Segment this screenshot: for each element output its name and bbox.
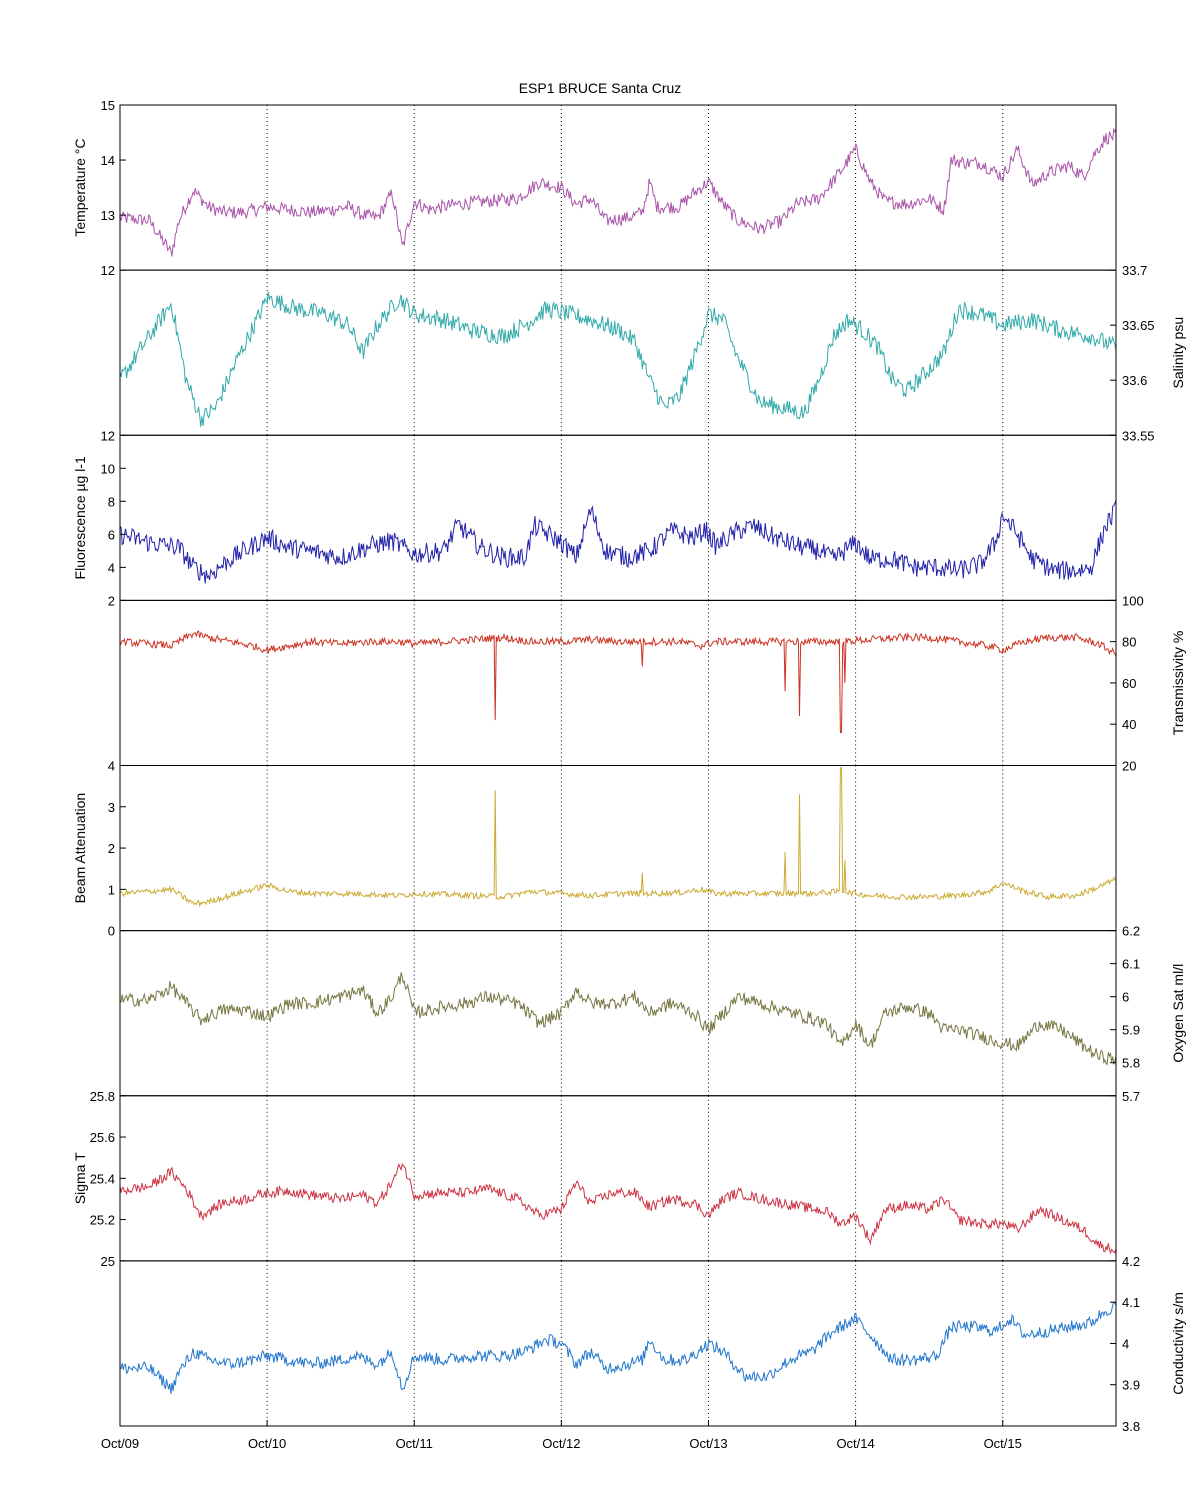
series-line: [119, 500, 1117, 584]
y-tick-label: 100: [1122, 593, 1144, 608]
x-tick-label: Oct/13: [689, 1436, 727, 1451]
y-tick-label: 14: [101, 153, 115, 168]
y-axis-label: Transmissivity %: [1170, 631, 1186, 736]
x-axis: Oct/09 Oct/10 Oct/11 Oct/12 Oct/13 Oct/14 Oct/…: [101, 1420, 1022, 1451]
y-axis-label: Sigma T: [72, 1152, 88, 1204]
y-tick-label: 60: [1122, 676, 1136, 691]
y-tick-label: 1: [108, 882, 115, 897]
y-tick-label: 4: [1122, 1336, 1129, 1351]
y-tick-label: 5.9: [1122, 1023, 1140, 1038]
series-line: [119, 767, 1117, 908]
y-tick-label: 20: [1122, 759, 1136, 774]
x-tick-label: Oct/11: [396, 1436, 433, 1451]
y-tick-label: 13: [101, 208, 115, 223]
series-line: [119, 1301, 1117, 1394]
y-tick-label: 6: [108, 527, 115, 542]
y-tick-label: 5.7: [1122, 1089, 1140, 1104]
series-line: [119, 291, 1117, 427]
y-tick-label: 33.6: [1122, 373, 1147, 388]
x-tick-label: Oct/12: [542, 1436, 580, 1451]
y-tick-label: 25: [101, 1254, 115, 1269]
panel-3: 2 4 6 8 10 12 Fluorescence µg l-1: [72, 428, 1117, 608]
series-line: [119, 127, 1117, 257]
y-tick-label: 3.8: [1122, 1419, 1140, 1434]
x-tick-label: Oct/15: [984, 1436, 1022, 1451]
y-tick-label: 33.65: [1122, 318, 1155, 333]
y-axis-label: Salinity psu: [1170, 317, 1186, 389]
y-tick-label: 33.7: [1122, 263, 1147, 278]
x-tick-label: Oct/09: [101, 1436, 139, 1451]
y-tick-label: 25.2: [90, 1213, 115, 1228]
y-tick-label: 3: [108, 800, 115, 815]
y-tick-label: 4.1: [1122, 1295, 1140, 1310]
y-tick-label: 3.9: [1122, 1378, 1140, 1393]
y-tick-label: 25.8: [90, 1089, 115, 1104]
y-tick-label: 6.2: [1122, 924, 1140, 939]
panel-2: 33.55 33.6 33.65 33.7 Salinity psu: [119, 263, 1186, 443]
y-axis-label: Oxygen Sat ml/l: [1170, 964, 1186, 1063]
y-tick-label: 25.4: [90, 1171, 115, 1186]
y-axis-label: Fluorescence µg l-1: [72, 456, 88, 579]
y-tick-label: 12: [101, 428, 115, 443]
series-line: [119, 630, 1117, 733]
y-tick-label: 4: [108, 560, 115, 575]
x-tick-label: Oct/10: [248, 1436, 286, 1451]
y-tick-label: 2: [108, 841, 115, 856]
y-tick-label: 40: [1122, 717, 1136, 732]
series-line: [119, 1162, 1117, 1255]
y-axis-label: Beam Attenuation: [72, 793, 88, 904]
y-tick-label: 12: [101, 263, 115, 278]
y-axis-label: Temperature °C: [72, 138, 88, 236]
y-tick-label: 8: [108, 494, 115, 509]
panel-4: 20 40 60 80 100 Transmissivity %: [119, 593, 1186, 774]
y-tick-label: 0: [108, 924, 115, 939]
y-tick-label: 2: [108, 593, 115, 608]
chart-title: ESP1 BRUCE Santa Cruz: [519, 80, 682, 96]
x-tick-label: Oct/14: [836, 1436, 874, 1451]
y-tick-label: 33.55: [1122, 428, 1155, 443]
y-tick-label: 25.6: [90, 1130, 115, 1145]
y-tick-label: 80: [1122, 635, 1136, 650]
panel-6: 5.7 5.8 5.9 6 6.1 6.2 Oxygen Sat ml/l: [119, 924, 1186, 1104]
y-tick-label: 5.8: [1122, 1056, 1140, 1071]
series-line: [119, 972, 1117, 1066]
y-tick-label: 6: [1122, 990, 1129, 1005]
y-tick-label: 6.1: [1122, 957, 1140, 972]
panel-8: 3.8 3.9 4 4.1 4.2 Conductivity s/m: [119, 1254, 1186, 1434]
y-tick-label: 10: [101, 461, 115, 476]
y-tick-label: 15: [101, 98, 115, 113]
y-tick-label: 4: [108, 759, 115, 774]
y-axis-label: Conductivity s/m: [1170, 1292, 1186, 1395]
y-tick-label: 4.2: [1122, 1254, 1140, 1269]
